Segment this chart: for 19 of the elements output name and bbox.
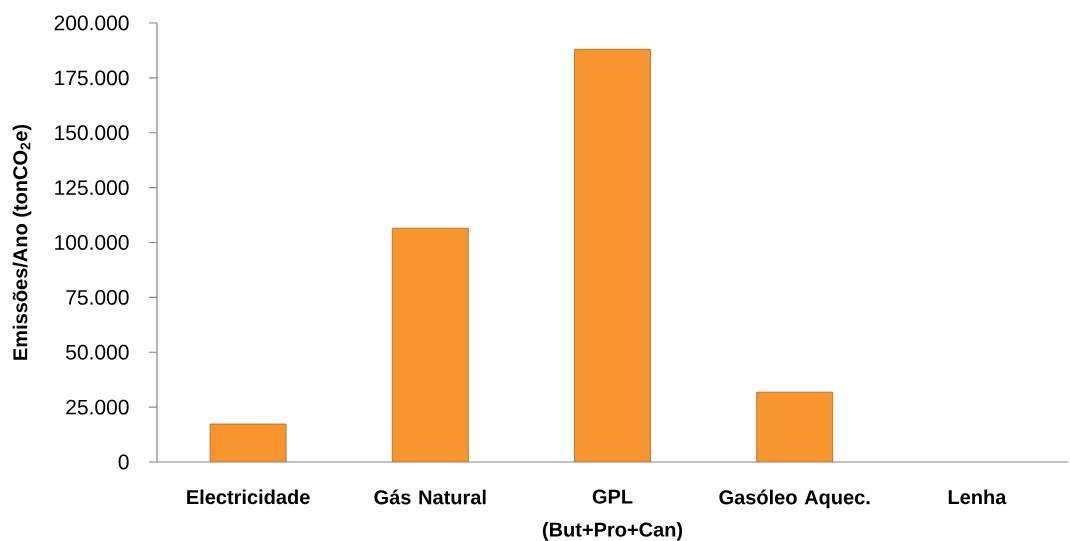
y-tick-label: 0 (118, 454, 129, 470)
bar (391, 227, 469, 462)
y-tick-label: 50.000 (66, 344, 129, 360)
y-tick-label: 200.000 (54, 15, 129, 31)
x-tick-label: Gás Natural (374, 489, 486, 505)
x-tick-label: Lenha (948, 489, 1007, 505)
y-tick-label: 175.000 (55, 70, 129, 86)
x-tick-label: Gasóleo Aquec. (719, 489, 870, 509)
y-axis-title: Emissões/Ano (tonCO$_{2}$e) (12, 124, 32, 360)
bar (756, 391, 834, 462)
y-tick-label: 125.000 (55, 180, 129, 196)
y-tick-label: 150.000 (55, 125, 129, 141)
x-tick-label: Electricidade (187, 489, 310, 505)
y-tick-label: 75.000 (66, 289, 129, 305)
x-tick-label: GPL (But+Pro+Can) (542, 489, 683, 541)
bar (209, 423, 287, 462)
y-tick-label: 100.000 (55, 235, 129, 250)
y-tick-label: 25.000 (66, 399, 129, 415)
bar (574, 48, 651, 462)
